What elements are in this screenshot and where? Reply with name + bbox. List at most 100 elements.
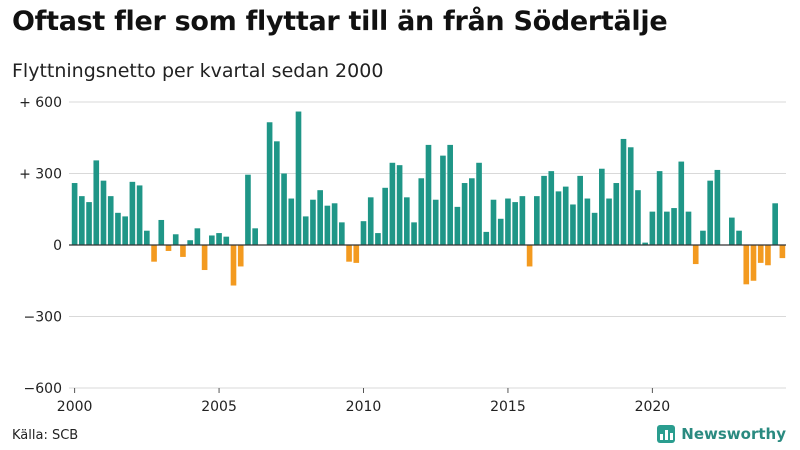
bar xyxy=(360,221,367,245)
bar xyxy=(779,245,786,259)
bar xyxy=(526,245,533,267)
x-tick-label: 2005 xyxy=(201,399,237,415)
x-tick-label: 2020 xyxy=(635,399,671,415)
bar xyxy=(86,202,92,245)
bar xyxy=(729,217,735,245)
bar xyxy=(382,187,388,245)
bar xyxy=(144,230,150,245)
bar xyxy=(266,122,273,245)
bar xyxy=(107,196,114,245)
bar xyxy=(440,155,446,246)
bar xyxy=(122,216,128,245)
newsworthy-logo[interactable]: Newsworthy xyxy=(657,425,786,443)
y-tick-label: −300 xyxy=(24,310,62,326)
bar xyxy=(577,175,583,245)
bar xyxy=(237,245,244,267)
bar xyxy=(461,183,468,245)
bar xyxy=(425,144,432,245)
bar xyxy=(562,186,569,245)
bar xyxy=(512,202,518,245)
bar xyxy=(136,185,143,245)
bar xyxy=(497,218,504,245)
bars xyxy=(71,111,786,286)
bar xyxy=(635,190,641,245)
bar xyxy=(757,245,764,263)
y-tick-label: −600 xyxy=(24,381,62,397)
brand-name: Newsworthy xyxy=(681,425,786,443)
chart-subtitle: Flyttningsnetto per kvartal sedan 2000 xyxy=(12,60,384,82)
bar xyxy=(548,171,555,245)
bar xyxy=(310,199,316,245)
bar xyxy=(180,245,186,257)
bar xyxy=(418,178,425,245)
bar xyxy=(671,208,677,245)
bar xyxy=(627,147,634,245)
bar xyxy=(100,180,107,245)
bar xyxy=(79,196,85,245)
bar xyxy=(534,196,540,245)
bar xyxy=(454,206,461,245)
bar xyxy=(692,245,699,265)
bar xyxy=(288,198,295,245)
bar xyxy=(367,197,374,245)
bar xyxy=(158,219,165,245)
bar xyxy=(613,183,620,245)
bar xyxy=(165,245,172,251)
bar xyxy=(765,245,771,266)
bar-chart-logo-icon xyxy=(657,425,676,443)
bar xyxy=(642,242,648,245)
bar xyxy=(483,231,490,245)
source-note: Källa: SCB xyxy=(12,428,79,443)
bar-chart: + 600 + 300 0 −300 −600 2000 2005 2010 2015 2020 xyxy=(19,95,786,415)
bar xyxy=(570,204,576,245)
bar xyxy=(469,178,475,245)
bar xyxy=(375,233,381,245)
bar xyxy=(151,245,157,262)
chart-title: Oftast fler som flyttar till än från Söd… xyxy=(12,6,668,37)
bar xyxy=(707,180,713,245)
bar xyxy=(476,162,482,245)
bar xyxy=(245,174,251,245)
bar xyxy=(404,197,410,245)
bar xyxy=(324,205,331,245)
bar xyxy=(172,234,179,245)
bar xyxy=(216,233,222,245)
bar xyxy=(223,236,230,245)
bar xyxy=(620,138,627,245)
bar xyxy=(505,198,511,245)
bar xyxy=(389,162,396,245)
bar xyxy=(331,203,338,245)
bar xyxy=(129,181,136,245)
bar xyxy=(432,199,439,245)
bar xyxy=(700,230,706,245)
bar xyxy=(743,245,750,285)
bar xyxy=(209,235,215,245)
x-tick-label: 2015 xyxy=(490,399,526,415)
bar xyxy=(606,198,612,245)
bar xyxy=(736,230,742,245)
bar xyxy=(664,211,670,245)
bar xyxy=(685,211,692,245)
bar xyxy=(295,111,302,245)
bar xyxy=(317,190,323,245)
bar xyxy=(750,245,757,281)
bar xyxy=(194,228,201,245)
bar xyxy=(252,228,258,245)
bar xyxy=(490,199,497,245)
bar xyxy=(274,141,280,245)
bar xyxy=(346,245,352,262)
bar xyxy=(541,175,547,245)
x-tick-label: 2010 xyxy=(346,399,382,415)
bar xyxy=(447,144,453,245)
bar xyxy=(591,212,598,245)
bar xyxy=(649,211,656,245)
bar xyxy=(519,196,526,245)
y-tick-label: + 600 xyxy=(19,95,62,111)
bar xyxy=(201,245,208,271)
bar xyxy=(281,173,287,245)
bar xyxy=(678,161,685,245)
bar xyxy=(339,222,345,245)
bar xyxy=(71,183,78,245)
bar xyxy=(714,169,721,245)
bar xyxy=(599,168,605,245)
